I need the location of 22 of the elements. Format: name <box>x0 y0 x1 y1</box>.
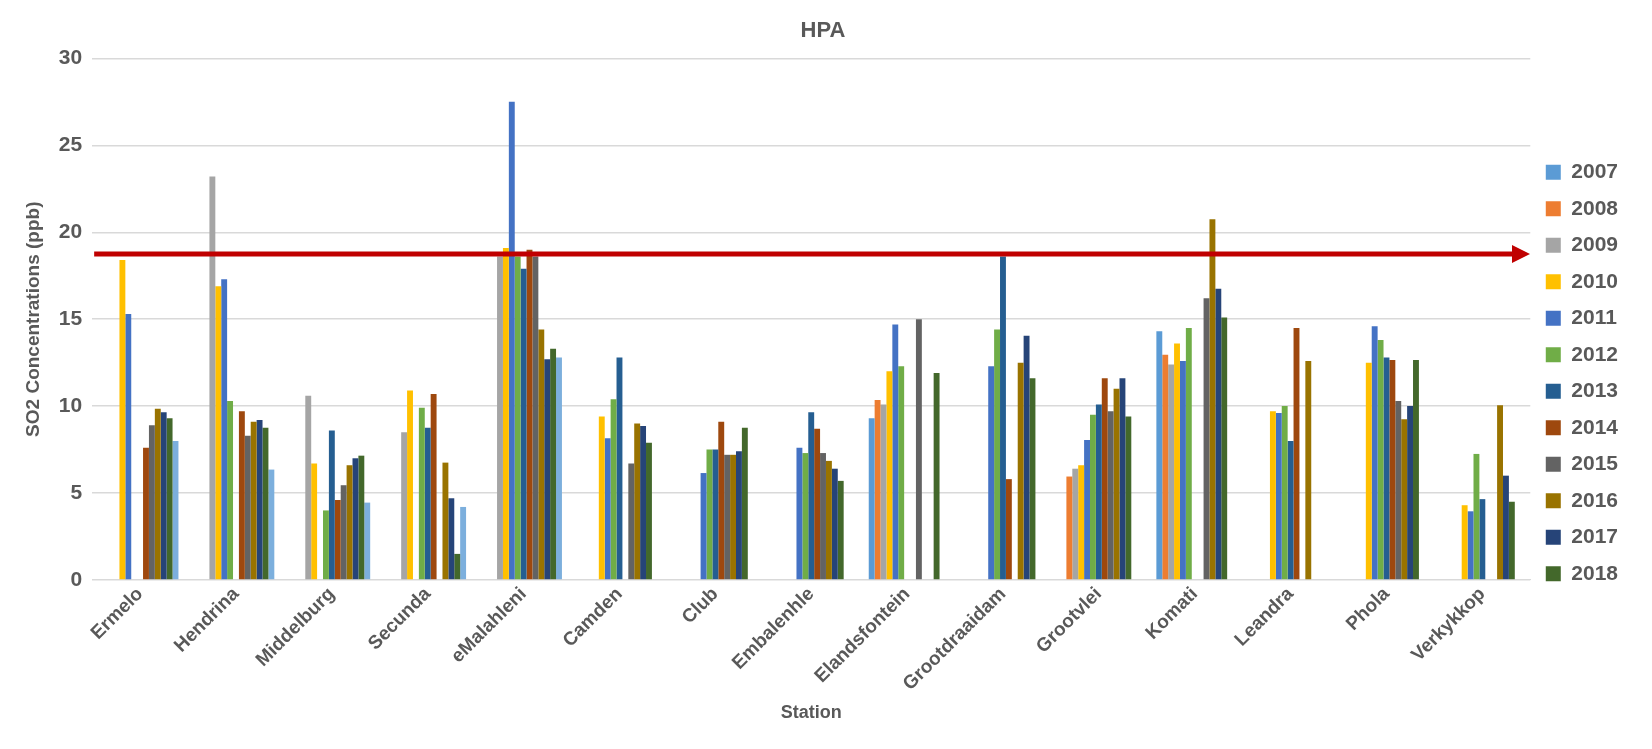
y-tick-label: 15 <box>58 305 83 329</box>
legend-label: 2016 <box>1571 487 1618 511</box>
legend-label: 2010 <box>1571 268 1618 292</box>
legend-label: 2011 <box>1571 305 1618 329</box>
x-axis-title: Station <box>780 702 842 723</box>
y-axis-title: SO2 Concentrations (ppb) <box>21 201 43 437</box>
y-tick-label: 25 <box>58 132 83 156</box>
legend-label: 2008 <box>1571 195 1619 219</box>
legend-label: 2013 <box>1571 378 1618 402</box>
legend-label: 2015 <box>1571 451 1619 475</box>
legend-label: 2017 <box>1571 524 1618 548</box>
y-tick-label: 30 <box>58 45 83 69</box>
legend-label: 2007 <box>1571 159 1618 183</box>
y-tick-label: 20 <box>58 219 83 243</box>
y-tick-label: 5 <box>70 479 83 503</box>
legend-label: 2014 <box>1571 414 1619 438</box>
legend-label: 2009 <box>1571 232 1618 256</box>
y-tick-label: 10 <box>58 392 83 416</box>
legend-label: 2012 <box>1571 341 1618 365</box>
chart-title: HPA <box>800 17 846 43</box>
legend-label: 2018 <box>1571 560 1619 584</box>
y-tick-label: 0 <box>70 566 83 590</box>
